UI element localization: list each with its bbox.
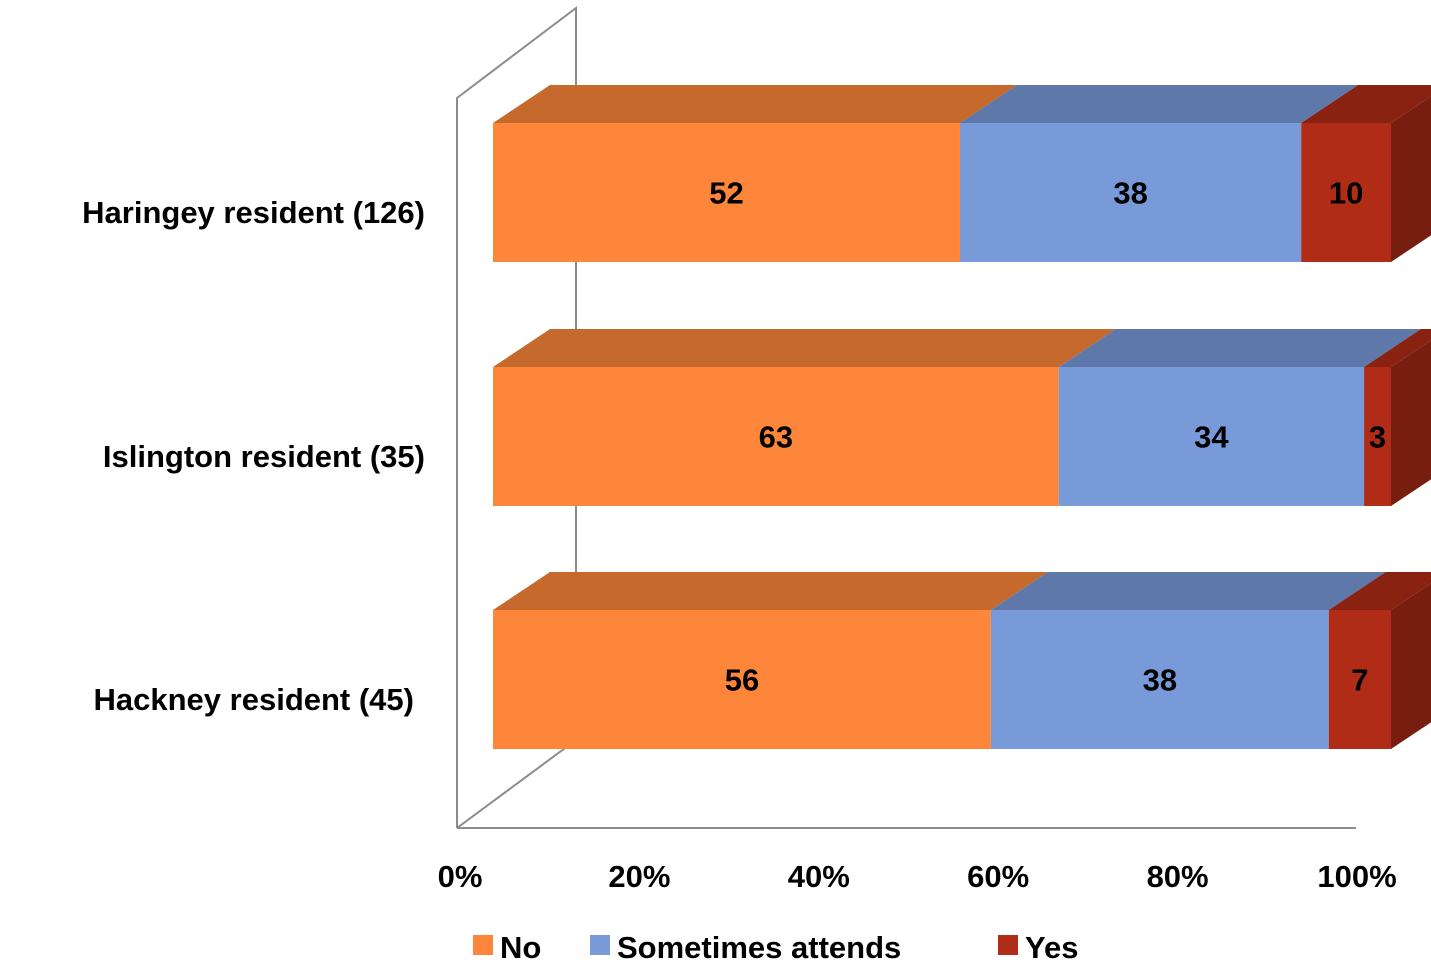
bar-haringey-resident-126-yes [1301, 123, 1391, 262]
value-label: 63 [759, 420, 793, 455]
category-label: Islington resident (35) [103, 439, 425, 474]
bar-islington-resident-35-no-top [493, 329, 1116, 367]
side-wall [456, 5, 577, 829]
legend-swatch-sometimes-attends [590, 935, 610, 955]
category-labels: Haringey resident (126) Islington residen… [82, 195, 425, 717]
bar-haringey-resident-126-side [1391, 96, 1431, 262]
value-label: 38 [1143, 663, 1177, 698]
value-label: 10 [1329, 176, 1363, 211]
bar-islington-resident-35-no [493, 367, 1059, 506]
legend: No Sometimes attends Yes [473, 930, 1078, 965]
bar-hackney-resident-45-sometimes-attends [990, 610, 1329, 749]
value-label: 7 [1351, 663, 1368, 698]
bar-islington-resident-35-side [1391, 340, 1431, 506]
x-tick-label: 60% [967, 859, 1029, 894]
x-tick-label: 40% [788, 859, 850, 894]
bar-hackney-resident-45-no [493, 610, 991, 749]
category-label: Hackney resident (45) [94, 682, 414, 717]
category-label: Haringey resident (126) [82, 195, 425, 230]
legend-label-yes: Yes [1025, 930, 1078, 965]
x-tick-label: 80% [1147, 859, 1209, 894]
legend-label-no: No [500, 930, 541, 965]
bar-haringey-resident-126-sometimes-attends [959, 123, 1302, 262]
legend-label-sometimes-attends: Sometimes attends [617, 930, 901, 965]
bar-hackney-resident-45-side [1391, 583, 1431, 749]
bar-haringey-resident-126-no-top [493, 85, 1017, 123]
chart-walls [456, 5, 1356, 829]
value-label: 3 [1369, 420, 1386, 455]
bar-hackney-resident-45-yes-top [1328, 572, 1431, 610]
bar-haringey-resident-126-no [493, 123, 960, 262]
bar-islington-resident-35-sometimes-attends [1058, 367, 1365, 506]
x-tick-label: 20% [608, 859, 670, 894]
legend-swatch-yes [998, 935, 1018, 955]
bar-islington-resident-35-sometimes-attends-top [1058, 329, 1422, 367]
bar-layer: 52 38 10 63 34 3 56 38 7 [493, 85, 1431, 749]
bar-haringey-resident-126-sometimes-attends-top [959, 85, 1359, 123]
bar-hackney-resident-45-yes [1328, 610, 1391, 749]
bar-haringey-resident-126-yes-top [1301, 85, 1431, 123]
legend-swatch-no [473, 935, 493, 955]
bar-hackney-resident-45-no-top [493, 572, 1048, 610]
value-label: 52 [709, 176, 743, 211]
x-tick-label: 0% [438, 859, 483, 894]
x-tick-label: 100% [1317, 859, 1396, 894]
value-label: 56 [725, 663, 759, 698]
x-axis-ticks: 0% 20% 40% 60% 80% 100% [438, 859, 1397, 894]
bar-hackney-resident-45-sometimes-attends-top [990, 572, 1386, 610]
value-label: 38 [1113, 176, 1147, 211]
bar-islington-resident-35-yes-top [1364, 329, 1431, 367]
value-label: 34 [1194, 420, 1229, 455]
bar-islington-resident-35-yes [1364, 367, 1391, 506]
